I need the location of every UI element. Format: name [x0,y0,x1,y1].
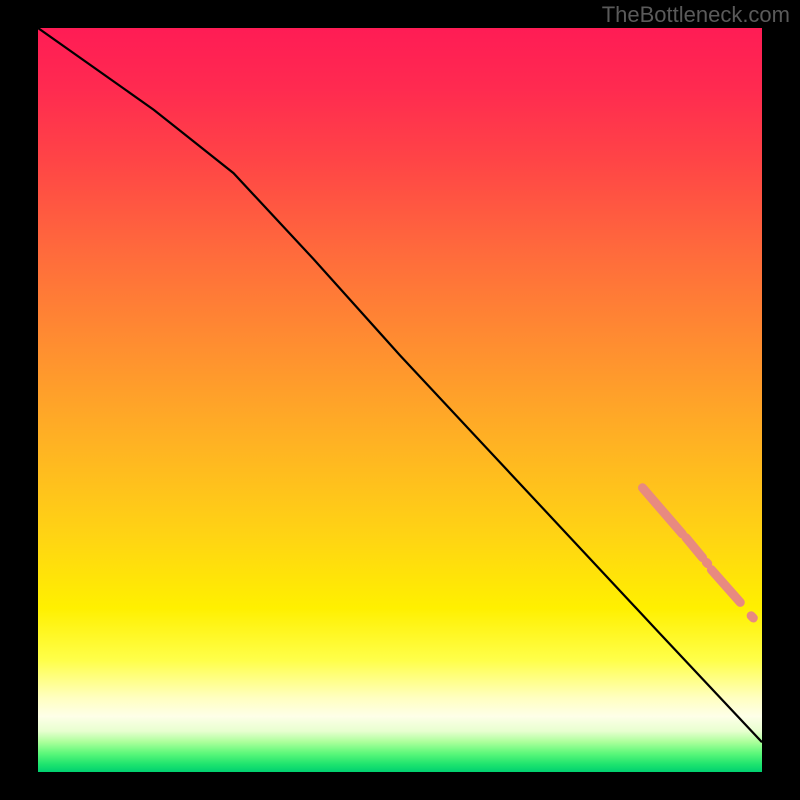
highlight-segment [751,616,753,618]
highlight-segment [711,570,740,603]
plot-area [38,28,762,772]
attribution-text: TheBottleneck.com [602,2,790,28]
chart-overlay [38,28,762,772]
highlight-segment [706,562,707,563]
main-curve [38,28,762,742]
highlight-segment [643,488,683,534]
highlight-segment [686,538,703,558]
